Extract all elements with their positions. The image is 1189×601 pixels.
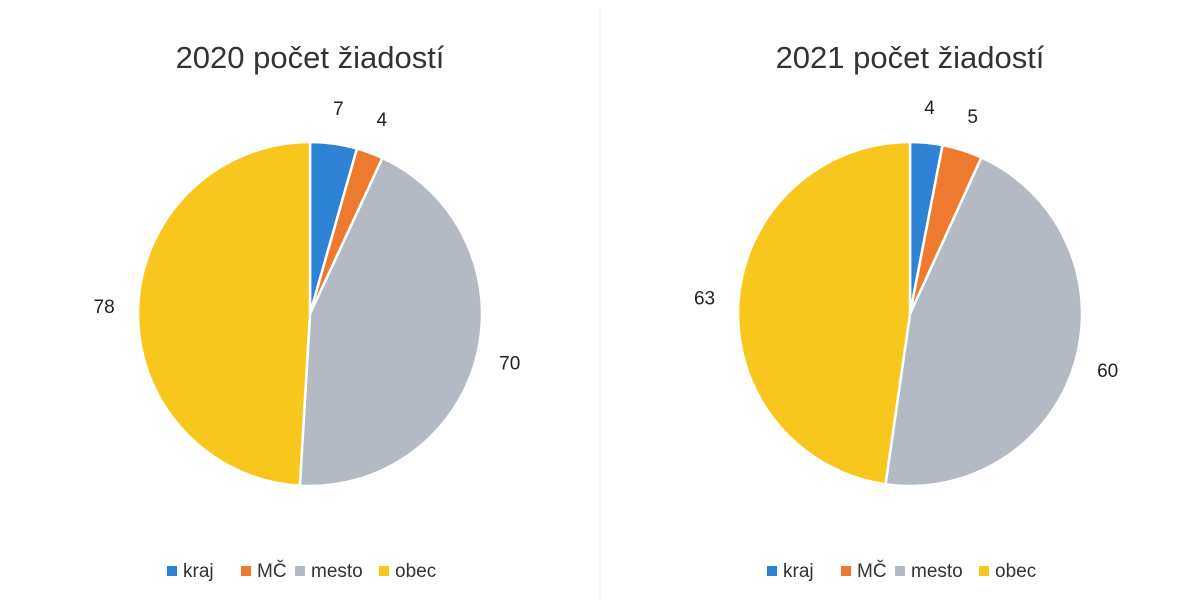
data-label: 4 (376, 110, 387, 131)
legend-label: MČ (857, 560, 887, 582)
data-label: 60 (1097, 361, 1118, 382)
legend-label: obec (395, 561, 436, 582)
pie-slice (298, 156, 484, 488)
data-label: 7 (333, 99, 344, 120)
legend-swatch (295, 566, 305, 576)
legend-label: obec (995, 561, 1036, 582)
legend-swatch (979, 566, 989, 576)
data-label: 70 (499, 353, 520, 374)
data-label: 78 (94, 297, 115, 318)
pie-slice (136, 140, 312, 488)
legend-label: kraj (183, 561, 214, 582)
data-label: 63 (694, 288, 715, 309)
legend-swatch (241, 566, 251, 576)
chart-title: 2020 počet žiadostí (176, 40, 445, 75)
pie-slice (884, 155, 1084, 488)
legend-label: mesto (911, 561, 963, 582)
legend-swatch (379, 566, 389, 576)
chart-title: 2021 počet žiadostí (776, 40, 1045, 75)
legend-label: kraj (783, 561, 814, 582)
legend-swatch (167, 566, 177, 576)
data-label: 5 (967, 107, 978, 128)
legend-swatch (767, 566, 777, 576)
pie-slice (736, 140, 912, 486)
legend-swatch (841, 566, 851, 576)
legend-label: mesto (311, 561, 363, 582)
legend-swatch (895, 566, 905, 576)
legend-label: MČ (257, 560, 287, 582)
data-label: 4 (924, 98, 935, 119)
